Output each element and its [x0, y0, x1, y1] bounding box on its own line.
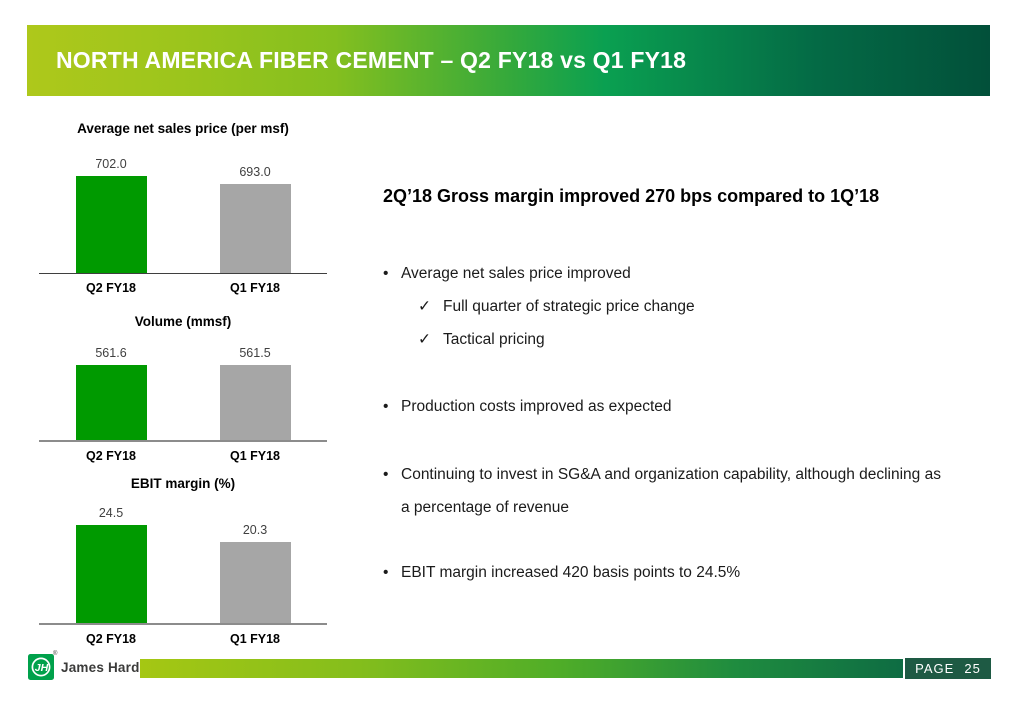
bullet-item: • Continuing to invest in SG&A and organ…: [383, 458, 943, 524]
page-number: 25: [964, 661, 981, 676]
svg-text:JH: JH: [35, 662, 49, 674]
chart-title: Average net sales price (per msf): [77, 121, 289, 136]
category-label-q2fy18: Q2 FY18: [85, 449, 137, 463]
bullet-icon: •: [383, 398, 389, 415]
category-label-q2fy18: Q2 FY18: [85, 281, 137, 295]
chart-title: EBIT margin (%): [130, 476, 236, 491]
chart-plot-area: 561.6 561.5: [39, 330, 327, 440]
commentary-column: 2Q’18 Gross margin improved 270 bps comp…: [383, 185, 983, 589]
chart-title: Volume (mmsf): [134, 314, 232, 329]
category-labels: Q2 FY18 Q1 FY18: [39, 632, 327, 646]
x-axis-line: [39, 440, 327, 442]
bar-value-label: 693.0: [239, 165, 271, 179]
slide-title: NORTH AMERICA FIBER CEMENT – Q2 FY18 vs …: [56, 47, 687, 73]
chart-plot-area: 702.0 693.0: [39, 137, 327, 273]
bullet-text: Production costs improved as expected: [401, 398, 672, 415]
bar-value-label: 561.5: [239, 346, 271, 360]
bullet-item: • Average net sales price improved: [383, 257, 943, 290]
bar-group-q1fy18: 561.5: [183, 330, 327, 440]
bar-q2fy18: [75, 525, 147, 623]
bar-q2fy18: [75, 365, 147, 440]
bar-q1fy18: [219, 184, 291, 273]
bullet-icon: •: [383, 564, 389, 581]
bar-value-label: 561.6: [95, 346, 127, 360]
sub-bullet-text: Tactical pricing: [443, 331, 545, 348]
category-labels: Q2 FY18 Q1 FY18: [39, 449, 327, 463]
bullet-list: • Average net sales price improved ✓ Ful…: [383, 257, 943, 589]
bar-group-q1fy18: 20.3: [183, 492, 327, 623]
checkmark-icon: ✓: [418, 298, 431, 315]
bullet-text: Continuing to invest in SG&A and organiz…: [401, 466, 941, 516]
category-label-q2fy18: Q2 FY18: [85, 632, 137, 646]
category-label-q1fy18: Q1 FY18: [229, 449, 281, 463]
page-label: PAGE: [915, 661, 955, 676]
category-labels: Q2 FY18 Q1 FY18: [39, 281, 327, 295]
bar-group-q2fy18: 24.5: [39, 492, 183, 623]
company-logo-text: James Hardie: [61, 659, 152, 675]
company-logo: JH James Hardie: [28, 654, 151, 680]
category-label-q1fy18: Q1 FY18: [229, 632, 281, 646]
bar-value-label: 24.5: [98, 506, 124, 520]
sub-bullet-text: Full quarter of strategic price change: [443, 298, 695, 315]
x-axis-line: [39, 623, 327, 625]
category-label-q1fy18: Q1 FY18: [229, 281, 281, 295]
charts-column: Average net sales price (per msf) 702.0 …: [39, 113, 327, 646]
bar-q1fy18: [219, 365, 291, 440]
bar-value-label: 20.3: [242, 523, 268, 537]
bar-q2fy18: [75, 176, 147, 273]
bar-group-q2fy18: 561.6: [39, 330, 183, 440]
chart-avg-net-sales-price: Average net sales price (per msf) 702.0 …: [39, 120, 327, 295]
checkmark-icon: ✓: [418, 331, 431, 348]
bar-value-label: 702.0: [95, 157, 127, 171]
bullet-text: Average net sales price improved: [401, 265, 631, 282]
bullet-icon: •: [383, 466, 389, 483]
bullet-text: EBIT margin increased 420 basis points t…: [401, 564, 741, 581]
chart-plot-area: 24.5 20.3: [39, 492, 327, 623]
slide-header-bar: NORTH AMERICA FIBER CEMENT – Q2 FY18 vs …: [27, 25, 990, 96]
sub-bullet-item: ✓ Tactical pricing: [418, 323, 943, 356]
chart-ebit-margin: EBIT margin (%) 24.5 20.3 Q2 FY18 Q1 FY1…: [39, 475, 327, 646]
registered-trademark-symbol: ®: [53, 651, 58, 657]
page-number-box: PAGE 25: [905, 658, 991, 679]
bullet-item: • Production costs improved as expected: [383, 390, 943, 423]
bar-q1fy18: [219, 542, 291, 623]
sub-bullet-item: ✓ Full quarter of strategic price change: [418, 290, 943, 323]
bar-group-q1fy18: 693.0: [183, 137, 327, 273]
bar-group-q2fy18: 702.0: [39, 137, 183, 273]
commentary-heading: 2Q’18 Gross margin improved 270 bps comp…: [383, 186, 880, 206]
bullet-icon: •: [383, 265, 389, 282]
x-axis-line: [39, 273, 327, 274]
bullet-item: • EBIT margin increased 420 basis points…: [383, 556, 943, 589]
footer-gradient-bar: [140, 659, 903, 678]
chart-volume: Volume (mmsf) 561.6 561.5 Q2 FY18 Q1 FY1…: [39, 313, 327, 463]
james-hardie-logo-icon: JH: [28, 654, 54, 680]
